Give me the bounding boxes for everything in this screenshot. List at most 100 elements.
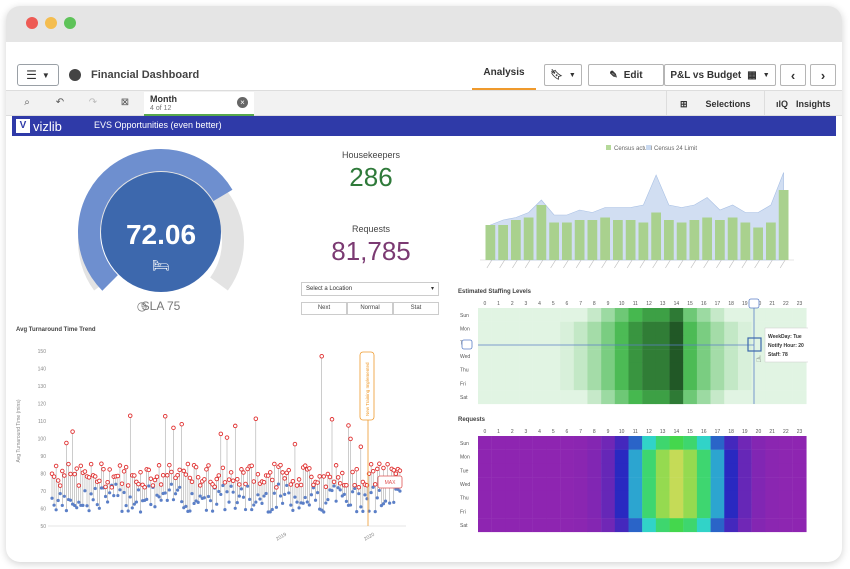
- trend-point-low[interactable]: [163, 491, 167, 495]
- trend-point-high[interactable]: [115, 473, 121, 479]
- trend-point-high[interactable]: [72, 471, 77, 477]
- req-cell[interactable]: [765, 504, 780, 519]
- clear-selections-icon[interactable]: ⊠: [120, 97, 130, 108]
- req-cell[interactable]: [751, 504, 766, 519]
- trend-point-low[interactable]: [307, 503, 311, 507]
- trend-point-high[interactable]: [74, 466, 79, 471]
- trend-point-high[interactable]: [224, 435, 230, 440]
- step-back-icon[interactable]: ↶: [55, 97, 65, 108]
- trend-point-high[interactable]: [154, 474, 160, 479]
- req-cell[interactable]: [519, 463, 533, 478]
- staff-cell[interactable]: [669, 308, 684, 322]
- trend-point-low[interactable]: [198, 494, 202, 498]
- trend-point-high[interactable]: [354, 466, 359, 472]
- staff-cell[interactable]: [573, 390, 588, 405]
- trend-point-low[interactable]: [60, 503, 64, 508]
- staff-cell[interactable]: [546, 362, 561, 377]
- staff-cell[interactable]: [751, 349, 766, 363]
- trend-point-high[interactable]: [185, 461, 191, 467]
- staff-cell[interactable]: [737, 376, 752, 391]
- req-cell[interactable]: [532, 504, 547, 519]
- req-cell[interactable]: [778, 436, 793, 450]
- trend-point-low[interactable]: [320, 508, 324, 512]
- req-cell[interactable]: [478, 504, 492, 519]
- staff-cell[interactable]: [573, 349, 588, 363]
- staff-cell[interactable]: [778, 390, 793, 405]
- trend-point-high[interactable]: [309, 474, 314, 480]
- req-cell[interactable]: [778, 490, 793, 505]
- trend-point-low[interactable]: [190, 491, 194, 496]
- req-cell[interactable]: [751, 477, 766, 491]
- trend-point-low[interactable]: [260, 501, 264, 505]
- trend-point-high[interactable]: [119, 481, 125, 486]
- req-cell[interactable]: [573, 477, 588, 491]
- trend-point-high[interactable]: [158, 482, 164, 487]
- trend-point-low[interactable]: [301, 501, 305, 505]
- trend-point-low[interactable]: [342, 492, 346, 496]
- req-cell[interactable]: [614, 463, 629, 478]
- bar[interactable]: [625, 220, 636, 260]
- staff-cell[interactable]: [532, 376, 547, 391]
- req-cell[interactable]: [765, 449, 780, 464]
- staff-cell[interactable]: [724, 308, 739, 322]
- staff-cell[interactable]: [737, 349, 752, 363]
- trend-point-low[interactable]: [280, 501, 285, 505]
- staff-cell[interactable]: [710, 321, 725, 336]
- staff-cell[interactable]: [778, 308, 793, 322]
- trend-point-high[interactable]: [290, 478, 296, 484]
- trend-point-low[interactable]: [326, 497, 330, 502]
- req-cell[interactable]: [491, 436, 506, 450]
- bar[interactable]: [740, 222, 751, 261]
- trend-point-low[interactable]: [243, 507, 248, 512]
- req-cell[interactable]: [778, 463, 793, 478]
- staff-cell[interactable]: [532, 349, 547, 363]
- trend-point-low[interactable]: [270, 507, 274, 512]
- trend-point-high[interactable]: [235, 477, 240, 482]
- trend-point-high[interactable]: [272, 461, 277, 467]
- trend-point-high[interactable]: [175, 472, 180, 478]
- trend-point-high[interactable]: [228, 470, 234, 475]
- staff-cell[interactable]: [546, 321, 561, 336]
- staff-cell[interactable]: [724, 376, 739, 391]
- staff-cell[interactable]: [737, 390, 752, 405]
- trend-point-high[interactable]: [261, 479, 267, 485]
- trend-point-high[interactable]: [319, 354, 324, 359]
- req-cell[interactable]: [778, 477, 793, 491]
- req-cell[interactable]: [628, 490, 643, 505]
- req-cell[interactable]: [573, 504, 588, 519]
- trend-point-high[interactable]: [243, 481, 248, 487]
- req-cell[interactable]: [601, 490, 616, 505]
- bar[interactable]: [715, 220, 725, 260]
- trend-point-low[interactable]: [153, 505, 157, 509]
- staff-cell[interactable]: [628, 335, 643, 350]
- trend-point-low[interactable]: [167, 488, 171, 492]
- staff-cell[interactable]: [655, 335, 670, 350]
- req-cell[interactable]: [478, 518, 492, 533]
- trend-point-high[interactable]: [62, 473, 67, 478]
- req-cell[interactable]: [669, 436, 684, 450]
- staff-cell[interactable]: [751, 362, 766, 377]
- staff-cell[interactable]: [655, 349, 670, 363]
- trend-point-low[interactable]: [381, 502, 386, 506]
- trend-point-high[interactable]: [82, 469, 88, 474]
- staff-cell[interactable]: [751, 376, 766, 391]
- trend-point-low[interactable]: [309, 493, 314, 497]
- trend-point-low[interactable]: [348, 503, 353, 507]
- staff-cell[interactable]: [601, 308, 616, 322]
- trend-point-low[interactable]: [303, 495, 307, 500]
- req-cell[interactable]: [765, 518, 780, 533]
- staff-cell[interactable]: [792, 390, 807, 405]
- trend-point-high[interactable]: [86, 475, 92, 480]
- staff-cell[interactable]: [601, 362, 616, 377]
- req-cell[interactable]: [751, 490, 766, 505]
- staff-cell[interactable]: [505, 362, 520, 377]
- next-sheet-button[interactable]: ›: [810, 64, 836, 86]
- req-cell[interactable]: [710, 477, 725, 491]
- trend-point-high[interactable]: [298, 482, 304, 488]
- trend-point-low[interactable]: [124, 503, 128, 508]
- staff-cell[interactable]: [478, 390, 492, 405]
- staff-cell[interactable]: [710, 362, 725, 377]
- trend-point-high[interactable]: [232, 423, 238, 429]
- staff-cell[interactable]: [655, 390, 670, 405]
- req-cell[interactable]: [560, 518, 574, 533]
